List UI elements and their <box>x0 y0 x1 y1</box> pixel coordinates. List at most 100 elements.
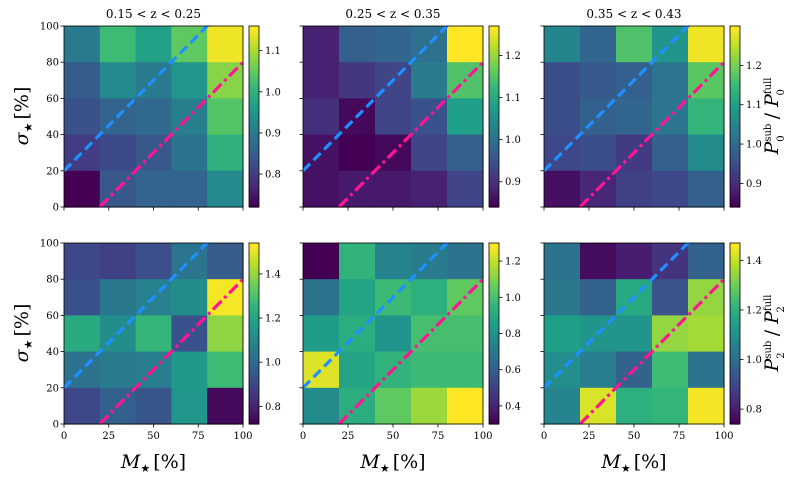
colorbar-segment <box>730 188 740 193</box>
colorbar-segment <box>249 110 259 115</box>
heatmap-cell <box>207 170 244 208</box>
heatmap-cell <box>616 243 653 280</box>
colorbar-segment <box>489 41 499 45</box>
colorbar-tick-label: 0.9 <box>265 128 281 139</box>
colorbar-segment <box>489 77 499 81</box>
colorbar-segment <box>489 137 499 142</box>
heatmap-cell <box>447 315 484 353</box>
colorbar-segment <box>249 420 259 425</box>
colorbar-segment <box>249 345 259 350</box>
colorbar-segment <box>489 197 499 202</box>
colorbar-segment <box>489 188 499 193</box>
colorbar-segment <box>489 291 499 295</box>
heatmap-cell <box>580 243 617 280</box>
heatmap-cell <box>411 387 448 425</box>
heatmap-cell <box>64 315 101 353</box>
colorbar-segment <box>489 360 499 365</box>
colorbar-segment <box>249 68 259 72</box>
y-tick-label: 60 <box>46 94 59 105</box>
colorbar-segment <box>730 318 740 323</box>
colorbar-segment <box>489 294 499 298</box>
colorbar-segment <box>489 300 499 304</box>
heatmap-cell <box>375 98 412 136</box>
colorbar-segment <box>249 44 259 48</box>
colorbar-segment <box>249 369 259 374</box>
colorbar-segment <box>249 363 259 368</box>
colorbar-segment <box>730 402 740 407</box>
heatmap-cell <box>411 62 448 99</box>
cbar-label-bottom: Psub 2 / Pfull 2 <box>761 295 787 373</box>
colorbar-segment <box>730 203 740 208</box>
colorbar-segment <box>249 74 259 78</box>
dashed-line <box>303 243 450 389</box>
xlabel-col-1: M★ [%] <box>120 451 186 475</box>
colorbar-segment <box>489 336 499 341</box>
colorbar-segment <box>249 95 259 99</box>
colorbar-segment <box>249 306 259 310</box>
colorbar-segment <box>730 348 740 353</box>
colorbar-segment <box>249 86 259 90</box>
colorbar-segment <box>730 98 740 103</box>
colorbar-segment <box>249 273 259 277</box>
colorbar-segment <box>249 336 259 341</box>
dashed-line <box>64 243 210 389</box>
colorbar-tick-label: 1.4 <box>265 269 281 280</box>
heatmap-cell <box>616 98 653 136</box>
colorbar-segment <box>730 119 740 124</box>
colorbar-segment <box>249 393 259 398</box>
panel-r2-c3: 0 25 50 75 100 0.8 1.0 1.2 1.4 <box>540 242 762 442</box>
colorbar-segment <box>730 32 740 36</box>
colorbar-segment <box>730 309 740 313</box>
colorbar-segment <box>730 140 740 145</box>
heatmap-cell <box>64 26 101 63</box>
colorbar-segment <box>489 285 499 289</box>
colorbar-tick-label: 0.9 <box>505 177 521 188</box>
colorbar-segment <box>730 191 740 196</box>
colorbar-segment <box>489 155 499 160</box>
colorbar-segment <box>730 267 740 271</box>
colorbar-segment <box>489 92 499 96</box>
x-tick-label: 25 <box>102 431 115 442</box>
heatmap-cell <box>688 351 725 389</box>
colorbar-segment <box>730 378 740 383</box>
colorbar-segment <box>489 273 499 277</box>
colorbar-segment <box>249 417 259 422</box>
heatmap-cell <box>135 315 172 353</box>
colorbar-segment <box>489 179 499 184</box>
colorbar-tick-label: 1.2 <box>505 257 521 268</box>
colorbar-segment <box>489 243 499 247</box>
title-col-2: 0.25 < z < 0.35 <box>345 7 440 21</box>
colorbar-segment <box>730 152 740 157</box>
colorbar-segment <box>730 414 740 419</box>
colorbar-segment <box>249 116 259 121</box>
colorbar-segment <box>489 339 499 344</box>
colorbar-segment <box>489 167 499 172</box>
heatmap-cell <box>411 279 448 316</box>
heatmap-cell <box>544 98 581 136</box>
colorbar-segment <box>489 86 499 90</box>
colorbar-segment <box>730 158 740 163</box>
colorbar-segment <box>249 80 259 84</box>
colorbar-segment <box>249 191 259 196</box>
colorbar-segment <box>489 29 499 33</box>
x-tick-label: 0 <box>61 431 67 442</box>
heatmap-cell <box>580 26 617 63</box>
colorbar-segment <box>489 282 499 286</box>
colorbar-segment <box>489 83 499 87</box>
x-tick-label: 100 <box>233 431 252 442</box>
heatmap-cell <box>64 170 101 208</box>
colorbar-frame <box>248 242 260 425</box>
colorbar-segment <box>489 164 499 169</box>
xlabel-col-3: M★ [%] <box>600 451 666 475</box>
colorbar-segment <box>489 170 499 175</box>
colorbar-segment <box>489 140 499 145</box>
colorbar-segment <box>730 345 740 350</box>
colorbar-segment <box>489 318 499 323</box>
heatmap-cell <box>580 279 617 316</box>
colorbar-tick-label: 0.8 <box>265 402 281 413</box>
colorbar-segment <box>730 182 740 187</box>
colorbar-segment <box>730 288 740 292</box>
colorbar-segment <box>249 267 259 271</box>
colorbar-segment <box>249 71 259 75</box>
x-tick-label: 75 <box>192 431 205 442</box>
